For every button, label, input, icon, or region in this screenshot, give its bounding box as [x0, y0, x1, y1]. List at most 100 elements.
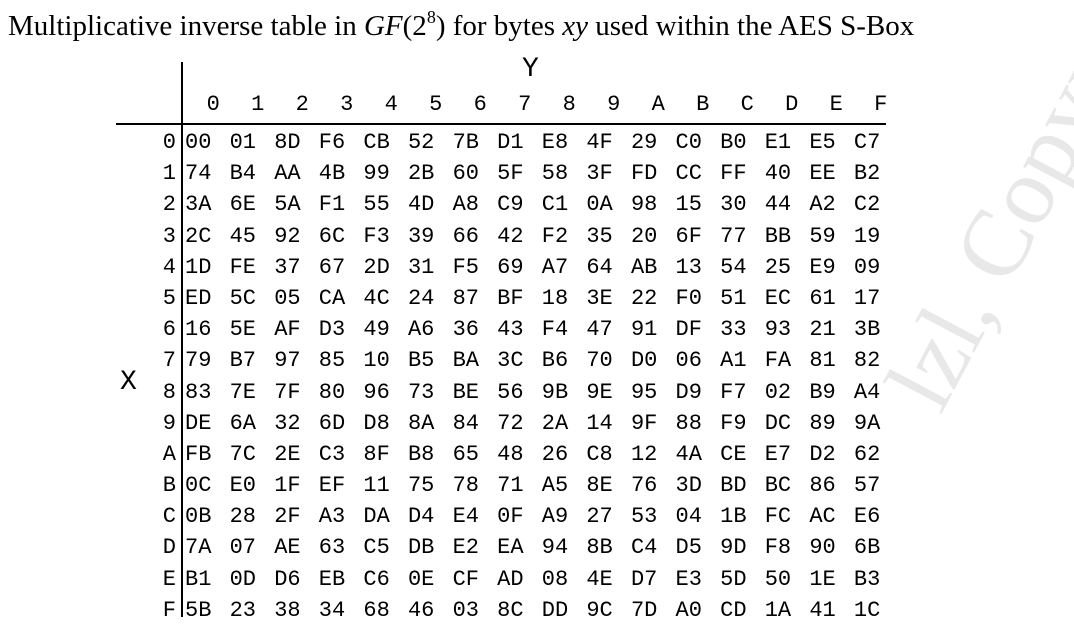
table-cell: 67: [318, 254, 346, 280]
table-cell: 2B: [407, 161, 435, 187]
table-row: B1 0D D6 EB C6 0E CF AD 08 4E D7 E3 5D 50 1E B3: [185, 564, 899, 595]
table-cell: 83: [185, 379, 212, 405]
table-cell: 5A: [274, 192, 301, 218]
table-cell: DB: [407, 535, 435, 561]
table-cell: 9A: [853, 410, 881, 436]
table-cell: 57: [853, 473, 881, 499]
table-row: 1D FE 37 67 2D 31 F5 69 A7 64 AB 13 54 25 E9 09: [185, 252, 899, 283]
table-cell: BF: [497, 285, 524, 311]
table-cell: E8: [541, 130, 569, 155]
table-cell: A1: [720, 348, 747, 374]
table-cell: A3: [318, 504, 346, 530]
table-cell: 14: [586, 410, 613, 436]
table-cell: A5: [541, 473, 569, 499]
column-label: E: [829, 92, 843, 117]
table-row: 74 B4 AA 4B 99 2B 60 5F 58 3F FD CC FF 40 EE B2: [185, 158, 899, 189]
table-cell: 31: [407, 254, 435, 280]
table-row: 0B 28 2F A3 DA D4 E4 0F A9 27 53 04 1B FC AC E6: [185, 501, 899, 532]
table-cell: 8B: [586, 535, 613, 561]
table-cell: 5E: [229, 317, 256, 343]
table-cell: 05: [274, 285, 301, 311]
table-cell: 1F: [274, 473, 301, 499]
table-cell: 25: [764, 254, 792, 280]
table-cell: 3C: [497, 348, 524, 374]
table-cell: 6B: [853, 535, 881, 561]
row-label: 9: [162, 410, 176, 436]
table-cell: 62: [853, 441, 881, 467]
table-cell: 76: [630, 473, 658, 499]
table-cell: B8: [407, 441, 435, 467]
table-cell: 2D: [363, 254, 390, 280]
table-cell: 7B: [452, 130, 479, 155]
table-cell: 74: [185, 161, 212, 187]
table-cell: 03: [452, 597, 479, 623]
column-label: 2: [295, 92, 309, 117]
table-cell: 89: [809, 410, 836, 436]
table-row: DE 6A 32 6D D8 8A 84 72 2A 14 9F 88 F9 DC 89 9A: [185, 408, 899, 439]
vertical-divider: [181, 62, 183, 617]
table-cell: 39: [407, 223, 435, 249]
table-cell: 00: [185, 130, 212, 155]
caption-field-close: ): [435, 10, 446, 42]
caption-field-name: GF: [363, 10, 403, 42]
table-cell: 34: [318, 597, 346, 623]
table-cell: D2: [809, 441, 836, 467]
table-cell: 35: [586, 223, 613, 249]
column-label: C: [740, 92, 754, 117]
table-cell: 28: [229, 504, 256, 530]
y-axis-label: Y: [522, 54, 539, 85]
x-axis-label: X: [120, 367, 137, 398]
table-cell: 48: [497, 441, 524, 467]
row-label: 1: [162, 161, 176, 187]
table-cell: 71: [497, 473, 524, 499]
table-cell: 73: [407, 379, 435, 405]
table-row: 2C 45 92 6C F3 39 66 42 F2 35 20 6F 77 BB 59 19: [185, 221, 899, 252]
table-cell: 0D: [229, 566, 256, 592]
table-cell: D0: [630, 348, 658, 374]
caption-suffix: used within the AES S-Box: [588, 10, 915, 42]
table-cell: 51: [720, 285, 747, 311]
table-cell: 93: [764, 317, 792, 343]
table-cell: 13: [675, 254, 702, 280]
table-cell: 04: [675, 504, 702, 530]
table-cell: 6C: [318, 223, 346, 249]
table-cell: 91: [630, 317, 658, 343]
table-cell: 81: [809, 348, 836, 374]
table-cell: BC: [764, 473, 792, 499]
column-label: 0: [206, 92, 220, 117]
table-cell: 8C: [497, 597, 524, 623]
table-cell: B3: [853, 566, 881, 592]
caption-field-open: (2: [402, 10, 427, 42]
table-cell: D8: [363, 410, 390, 436]
table-cell: DE: [185, 410, 212, 436]
table-cell: 72: [497, 410, 524, 436]
table-cell: 96: [363, 379, 390, 405]
table-cell: D7: [630, 566, 658, 592]
table-cell: 98: [630, 192, 658, 218]
table-cell: 54: [720, 254, 747, 280]
table-cell: 65: [452, 441, 479, 467]
table-cell: 45: [229, 223, 256, 249]
column-label: B: [696, 92, 710, 117]
table-cell: F9: [720, 410, 747, 436]
table-cell: BD: [720, 473, 747, 499]
table-cell: B4: [229, 161, 256, 187]
table-cell: 3D: [675, 473, 702, 499]
table-cell: 49: [363, 317, 390, 343]
table-cell: EB: [318, 566, 346, 592]
column-label: 5: [429, 92, 443, 117]
table-cell: 88: [675, 410, 702, 436]
table-cell: 24: [407, 285, 435, 311]
table-cell: 2E: [274, 441, 301, 467]
table-cell: AC: [809, 504, 836, 530]
table-cell: CA: [318, 285, 346, 311]
table-cell: 86: [809, 473, 836, 499]
row-label: 8: [162, 379, 176, 405]
table-cell: 23: [229, 597, 256, 623]
table-cell: CC: [675, 161, 702, 187]
table-cell: 63: [318, 535, 346, 561]
table-cell: F5: [452, 254, 479, 280]
table-cell: BA: [452, 348, 479, 374]
inverse-table-grid: 00 01 8D F6 CB 52 7B D1 E8 4F 29 C0 B0 E1 E5 C7 74 B4 AA 4B…: [185, 127, 899, 626]
